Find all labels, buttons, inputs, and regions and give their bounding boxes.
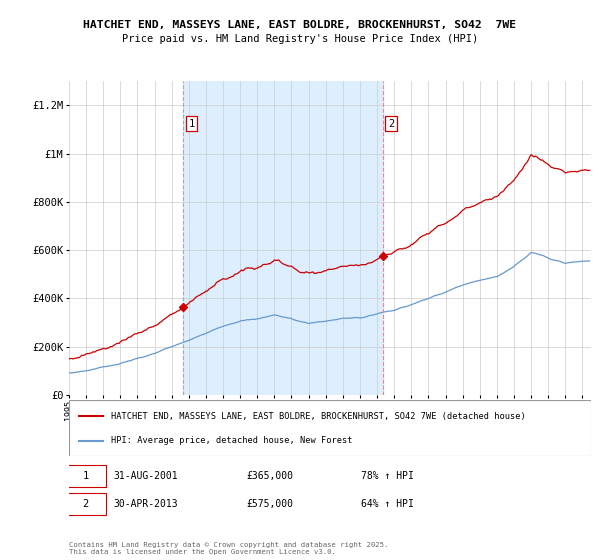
Text: 1: 1 <box>188 119 194 129</box>
FancyBboxPatch shape <box>67 465 106 487</box>
Text: HPI: Average price, detached house, New Forest: HPI: Average price, detached house, New … <box>111 436 352 445</box>
FancyBboxPatch shape <box>69 400 591 456</box>
Text: Price paid vs. HM Land Registry's House Price Index (HPI): Price paid vs. HM Land Registry's House … <box>122 34 478 44</box>
Text: £365,000: £365,000 <box>247 470 293 480</box>
Text: 78% ↑ HPI: 78% ↑ HPI <box>361 470 414 480</box>
Text: 64% ↑ HPI: 64% ↑ HPI <box>361 498 414 508</box>
Text: 31-AUG-2001: 31-AUG-2001 <box>113 470 178 480</box>
Text: £575,000: £575,000 <box>247 498 293 508</box>
Text: Contains HM Land Registry data © Crown copyright and database right 2025.
This d: Contains HM Land Registry data © Crown c… <box>69 542 388 554</box>
Text: HATCHET END, MASSEYS LANE, EAST BOLDRE, BROCKENHURST, SO42 7WE (detached house): HATCHET END, MASSEYS LANE, EAST BOLDRE, … <box>111 412 526 421</box>
Text: HATCHET END, MASSEYS LANE, EAST BOLDRE, BROCKENHURST, SO42  7WE: HATCHET END, MASSEYS LANE, EAST BOLDRE, … <box>83 20 517 30</box>
Text: 30-APR-2013: 30-APR-2013 <box>113 498 178 508</box>
Text: 2: 2 <box>83 498 89 508</box>
Bar <box>183 81 383 395</box>
FancyBboxPatch shape <box>67 493 106 515</box>
Text: 2: 2 <box>388 119 394 129</box>
Text: 1: 1 <box>83 470 89 480</box>
